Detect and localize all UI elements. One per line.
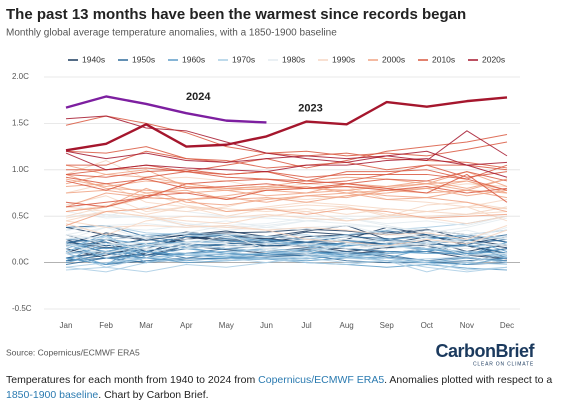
year-line [65, 204, 508, 225]
y-tick-label: 1.0C [12, 165, 29, 174]
x-tick-label: May [219, 321, 234, 330]
year-line [65, 215, 508, 240]
legend-label: 1990s [332, 54, 355, 64]
legend-label: 2000s [382, 54, 405, 64]
x-tick-label: Jan [60, 321, 73, 330]
y-tick-label: -0.5C [12, 304, 32, 313]
legend-label: 1950s [132, 54, 155, 64]
highlight-label: 2023 [298, 102, 322, 114]
caption-text: . Anomalies plotted with respect to a [384, 374, 553, 386]
year-line [65, 232, 508, 250]
y-tick-label: 0.0C [12, 258, 29, 267]
grid: -0.5C 0.0C 0.5C 1.0C 1.5C 2.0C [12, 72, 520, 313]
x-tick-label: Feb [99, 321, 113, 330]
x-tick-label: Mar [139, 321, 153, 330]
year-line [65, 238, 508, 256]
y-tick-label: 1.5C [12, 119, 29, 128]
year-line [65, 152, 508, 173]
chart-subtitle: Monthly global average temperature anoma… [6, 28, 337, 39]
chart-title: The past 13 months have been the warmest… [6, 6, 466, 23]
x-tick-label: Nov [460, 321, 474, 330]
year-line [65, 115, 508, 163]
caption-text: . Chart by Carbon Brief. [98, 389, 209, 401]
x-tick-label: Jun [260, 321, 273, 330]
legend-label: 2020s [482, 54, 505, 64]
year-line [65, 146, 508, 171]
year-line [65, 186, 508, 208]
x-tick-label: Dec [500, 321, 514, 330]
legend-label: 1970s [232, 54, 255, 64]
y-tick-label: 2.0C [12, 72, 29, 81]
year-line [65, 171, 508, 197]
year-line [65, 236, 508, 268]
legend: 1940s 1950s 1960s 1970s 1980s 1990s 2000s 2010s… [68, 54, 505, 64]
year-line [65, 224, 508, 265]
legend-label: 1960s [182, 54, 205, 64]
x-tick-label: Aug [340, 321, 354, 330]
year-line [65, 211, 508, 234]
lines [65, 115, 508, 273]
highlight-line [65, 95, 267, 124]
logo: CarbonBrief [435, 341, 535, 361]
year-line [65, 178, 508, 191]
year-line [65, 252, 508, 268]
x-tick-label: Apr [180, 321, 193, 330]
year-line [65, 189, 508, 213]
x-tick-label: Sep [380, 321, 395, 330]
year-line [65, 167, 508, 203]
highlight-line [65, 96, 508, 152]
year-line [65, 164, 508, 191]
year-line [65, 254, 508, 273]
y-tick-label: 0.5C [12, 211, 29, 220]
logo-tagline: CLEAR ON CLIMATE [473, 361, 534, 367]
x-tick-label: Oct [421, 321, 434, 330]
year-line [65, 173, 508, 208]
year-line [65, 150, 508, 178]
source: Source: Copernicus/ECMWF ERA5 [6, 347, 140, 357]
chart: The past 13 months have been the warmest… [6, 6, 536, 367]
highlight-lines: 2023 2024 [65, 91, 508, 152]
caption-text: Temperatures for each month from 1940 to… [6, 374, 259, 386]
year-line [65, 199, 508, 226]
caption: Temperatures for each month from 1940 to… [6, 373, 564, 403]
year-line [65, 115, 508, 169]
caption-link[interactable]: Copernicus/ECMWF ERA5 [258, 374, 385, 386]
x-tick-label: Jul [301, 321, 311, 330]
year-line [65, 206, 508, 225]
legend-label: 2010s [432, 54, 455, 64]
year-line [65, 220, 508, 240]
highlight-label: 2024 [186, 91, 211, 103]
year-line [65, 243, 508, 254]
legend-label: 1940s [82, 54, 105, 64]
x-axis: Jan Feb Mar Apr May Jun Jul Aug Sep Oct Nov Dec [60, 321, 515, 330]
caption-link[interactable]: 1850-1900 baseline [6, 389, 99, 401]
legend-label: 1980s [282, 54, 305, 64]
year-line [65, 252, 508, 273]
year-line [65, 164, 508, 178]
year-line [65, 164, 508, 213]
